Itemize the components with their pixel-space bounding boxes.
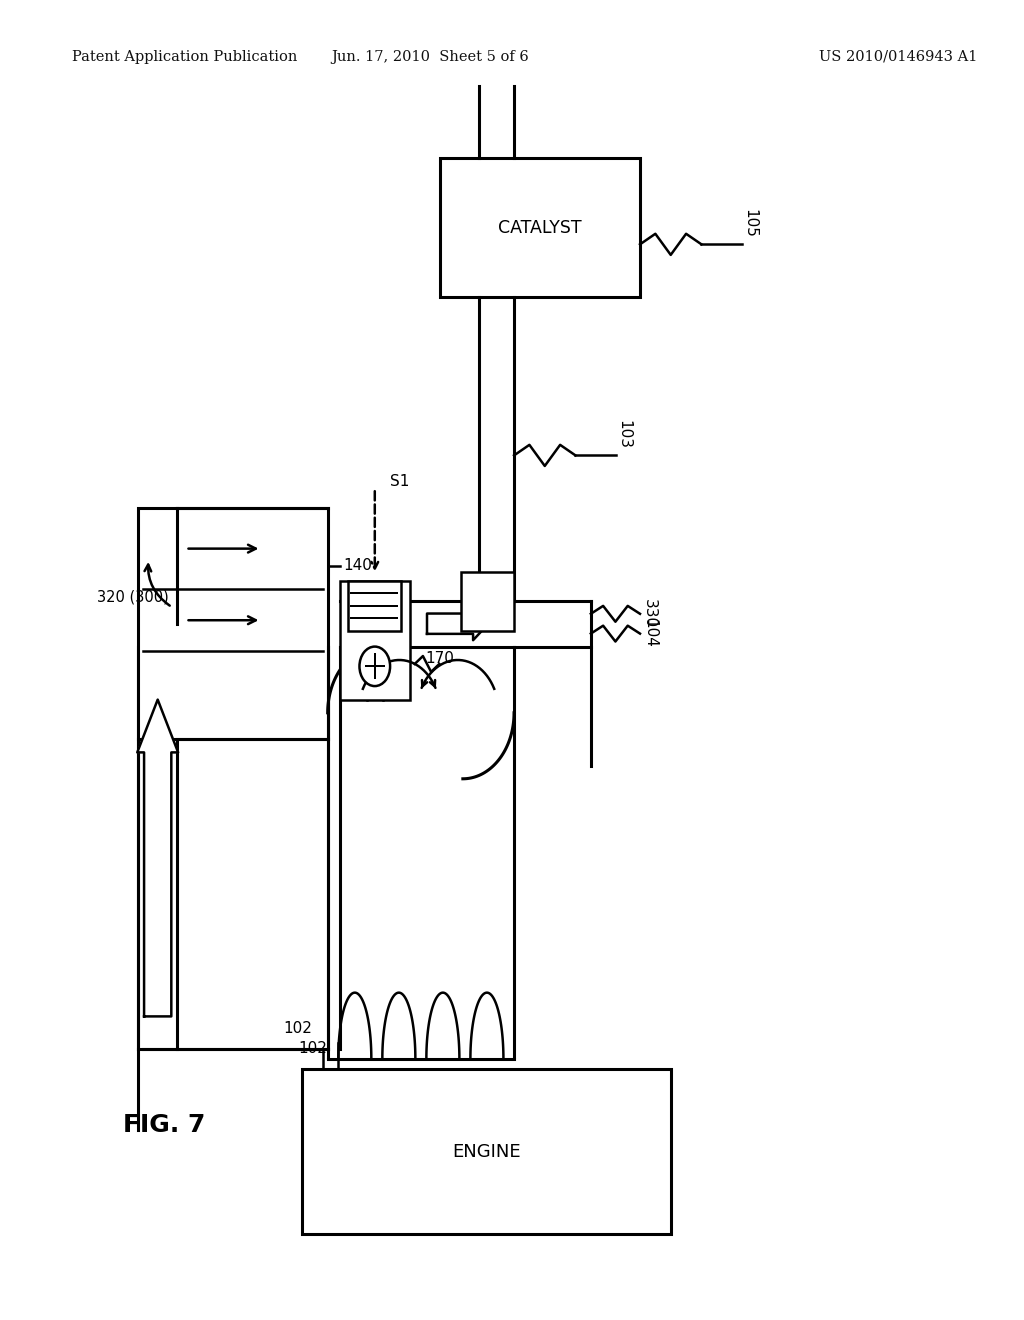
Bar: [340, 581, 410, 700]
Text: 103: 103: [616, 420, 632, 449]
Text: 170: 170: [425, 651, 454, 665]
Text: 105: 105: [742, 209, 758, 238]
Text: CATALYST: CATALYST: [499, 219, 582, 236]
Text: 104: 104: [642, 619, 657, 648]
Text: S1: S1: [390, 474, 410, 490]
Bar: [138, 508, 328, 739]
Text: Jun. 17, 2010  Sheet 5 of 6: Jun. 17, 2010 Sheet 5 of 6: [331, 50, 529, 63]
Text: Patent Application Publication: Patent Application Publication: [72, 50, 297, 63]
Text: FIG. 7: FIG. 7: [123, 1113, 205, 1137]
Bar: [348, 581, 400, 631]
Polygon shape: [427, 607, 488, 640]
Text: ENGINE: ENGINE: [452, 1143, 521, 1160]
Text: 102: 102: [299, 1041, 328, 1056]
Circle shape: [359, 647, 390, 686]
Text: 140: 140: [343, 558, 372, 573]
Bar: [461, 572, 514, 631]
Text: 330: 330: [642, 599, 657, 628]
Bar: [440, 158, 640, 297]
Text: 320 (300): 320 (300): [97, 589, 169, 605]
Text: 102: 102: [284, 1022, 312, 1036]
Bar: [302, 1069, 671, 1234]
Polygon shape: [137, 700, 178, 1016]
Text: US 2010/0146943 A1: US 2010/0146943 A1: [819, 50, 978, 63]
